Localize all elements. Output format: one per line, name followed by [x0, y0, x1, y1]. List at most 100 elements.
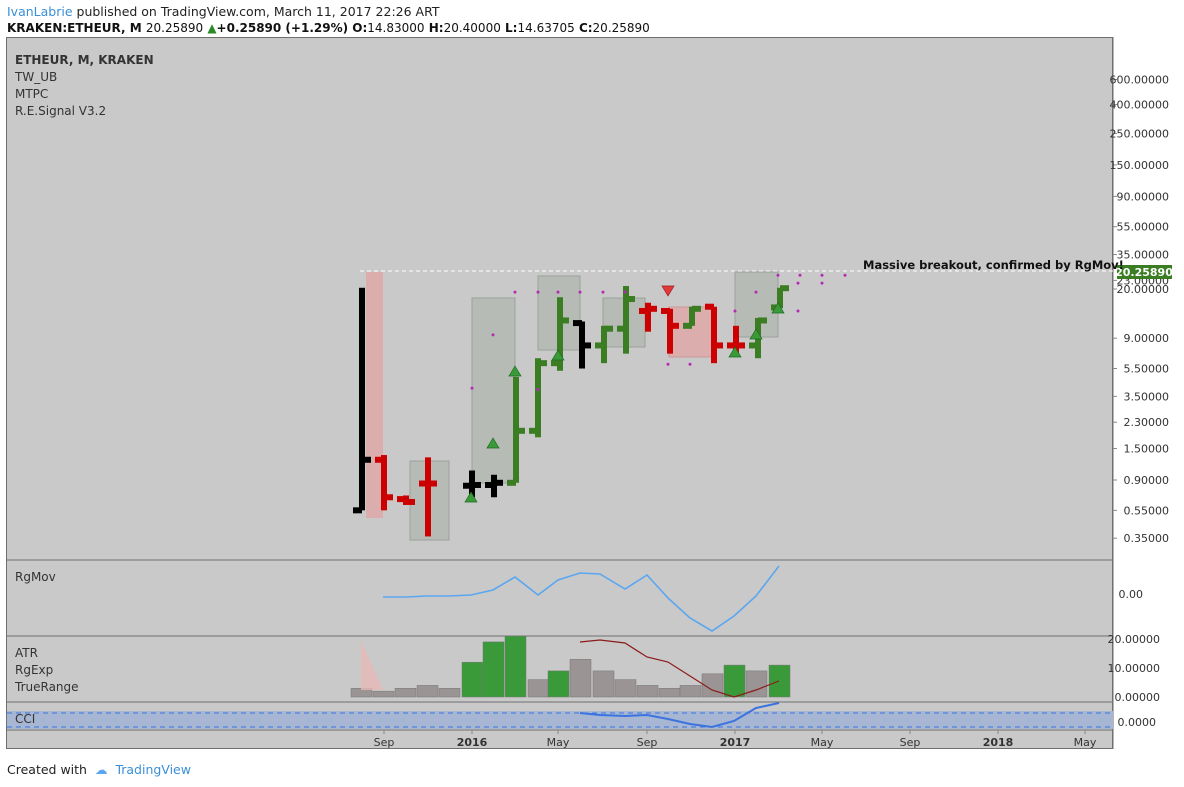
price-tick-label: 3.50000	[1124, 390, 1170, 403]
price-tick-label: 150.00000	[1110, 159, 1170, 172]
time-tick-label: Sep	[637, 736, 658, 749]
atr-bar	[768, 664, 791, 698]
buy-triangle-icon	[508, 365, 522, 377]
atr-bar	[614, 679, 637, 698]
signal-dot	[513, 290, 517, 294]
ohlc-bar	[617, 285, 635, 354]
chart-frame[interactable]	[6, 37, 1113, 749]
signal-dot	[776, 273, 780, 277]
last-price-tag-text: 20.25890	[1115, 266, 1173, 279]
price-tick-label: 2.30000	[1124, 416, 1170, 429]
tradingview-link[interactable]: TradingView	[115, 762, 191, 777]
quote-bar: KRAKEN:ETHEUR, M 20.25890 ▲+0.25890 (+1.…	[7, 21, 650, 35]
atr-bar	[438, 688, 461, 698]
atr-bar	[636, 685, 659, 698]
price-tick-label: 0.35000	[1124, 532, 1170, 545]
atr-bar	[723, 664, 746, 698]
price-tick-label: 5.50000	[1124, 363, 1170, 376]
main-legend: ETHEUR, M, KRAKEN TW_UB MTPC R.E.Signal …	[15, 52, 154, 120]
price-tick-label: 20.00000	[1117, 283, 1170, 296]
rgmov-line	[383, 565, 780, 632]
atr-bar	[745, 670, 768, 698]
time-axis-labels: Sep 2016 May Sep 2017 May Sep 2018 May	[374, 730, 1097, 749]
ohlc-bar	[551, 297, 569, 371]
high-value: 20.40000	[443, 21, 501, 35]
atr-bar	[679, 685, 702, 698]
price-bars	[353, 285, 789, 537]
last-price-tag	[1117, 265, 1172, 279]
symbol-label: KRAKEN:ETHEUR, M	[7, 21, 142, 35]
signal-dot	[536, 290, 540, 294]
rgmov-axis-label: 0.00	[1119, 588, 1144, 601]
atr-spike	[361, 641, 383, 690]
atr-bar	[482, 641, 505, 698]
ohlc-bar	[397, 495, 415, 505]
author-link[interactable]: IvanLabrie	[7, 4, 73, 19]
breakout-annotation: Massive breakout, confirmed by RgMov!	[863, 258, 1124, 272]
signal-dot	[578, 290, 582, 294]
study-label[interactable]: TrueRange	[15, 680, 79, 694]
ohlc-bar	[507, 376, 525, 486]
signal-dot	[796, 281, 800, 285]
open-label: O:	[352, 21, 368, 35]
signal-dots	[470, 273, 847, 392]
cci-line	[579, 702, 780, 729]
price-tick-label: 35.00000	[1117, 249, 1170, 262]
ohlc-bar	[595, 325, 613, 364]
ohlc-bar	[705, 303, 723, 364]
study-label[interactable]: ATR	[15, 646, 38, 660]
time-tick-label: May	[1074, 736, 1097, 749]
signal-dot	[536, 388, 540, 392]
sell-triangle-icon	[661, 285, 675, 297]
signal-dot	[556, 290, 560, 294]
atr-legend: ATR RgExp TrueRange	[15, 645, 79, 696]
price-tick-label: 250.00000	[1110, 127, 1170, 140]
price-tick-label: 9.00000	[1124, 332, 1170, 345]
time-tick-label: 2017	[720, 736, 751, 749]
atr-bar	[658, 688, 681, 698]
high-label: H:	[428, 21, 444, 35]
price-axis-panel[interactable]	[1113, 37, 1184, 749]
change-value: +0.25890 (+1.29%)	[216, 21, 349, 35]
ohlc-bar	[419, 457, 437, 537]
signal-dot	[666, 362, 670, 366]
ohlc-bar	[639, 302, 657, 332]
price-tick-label: 0.90000	[1124, 474, 1170, 487]
study-label[interactable]: MTPC	[15, 87, 49, 101]
ohlc-bar	[661, 307, 679, 354]
ohlc-bar	[375, 455, 393, 511]
buy-triangle-icon	[771, 302, 785, 314]
time-tick-label: 2018	[983, 736, 1014, 749]
tradingview-logo-icon: ☁	[94, 762, 108, 777]
atr-bar	[416, 685, 439, 698]
buy-triangle-icon	[728, 346, 742, 358]
ohlc-bar	[683, 305, 701, 329]
study-label[interactable]: R.E.Signal V3.2	[15, 104, 107, 118]
atr-axis-label: 20.00000	[1108, 633, 1161, 646]
low-value: 14.63705	[517, 21, 575, 35]
signal-dot	[796, 309, 800, 313]
price-axis-labels: 600.00000 400.00000 250.00000 150.00000 90.0…	[1108, 74, 1170, 729]
study-label[interactable]: RgExp	[15, 663, 54, 677]
price-tick-label: 400.00000	[1110, 98, 1170, 111]
footer-text: Created with	[7, 762, 87, 777]
last-price: 20.25890	[145, 21, 204, 35]
time-tick-label: 2016	[457, 736, 488, 749]
open-value: 14.83000	[367, 21, 425, 35]
low-label: L:	[505, 21, 518, 35]
rgmov-legend[interactable]: RgMov	[15, 570, 56, 584]
signal-dot	[754, 290, 758, 294]
footer: Created with ☁ TradingView	[7, 762, 191, 777]
atr-histogram	[350, 635, 791, 698]
buy-triangle-icon	[486, 437, 500, 449]
ohlc-bar	[485, 474, 503, 498]
publish-text: published on TradingView.com, March 11, …	[76, 4, 440, 19]
time-tick-label: May	[547, 736, 570, 749]
signal-triangles	[464, 285, 785, 503]
price-tick-label: 90.00000	[1117, 190, 1170, 203]
study-label[interactable]: TW_UB	[15, 70, 58, 84]
close-label: C:	[578, 21, 593, 35]
ohlc-bar	[727, 325, 745, 354]
cci-legend[interactable]: CCI	[15, 712, 36, 726]
